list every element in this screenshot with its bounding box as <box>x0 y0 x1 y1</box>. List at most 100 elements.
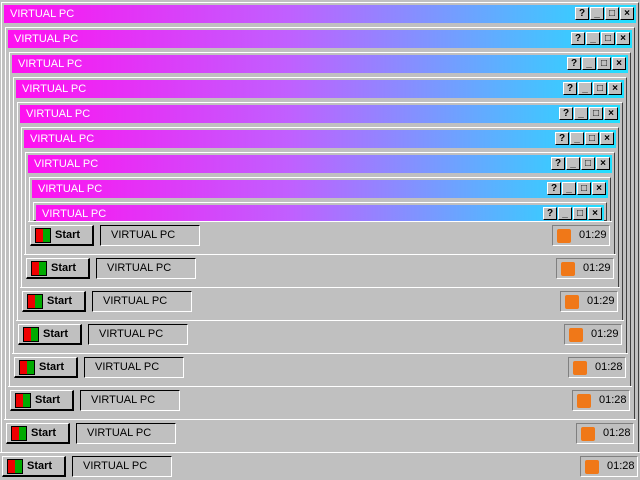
task-button[interactable]: VIRTUAL PC <box>80 390 180 411</box>
title-bar: VIRTUAL PC? _ □ × <box>28 155 612 173</box>
minimize-button[interactable]: _ <box>558 207 572 220</box>
close-button[interactable]: × <box>596 157 610 170</box>
start-button[interactable]: Start <box>14 357 78 378</box>
window-buttons: ? _ □ × <box>551 157 610 170</box>
start-button[interactable]: Start <box>6 423 70 444</box>
title-bar: VIRTUAL PC? _ □ × <box>36 205 604 223</box>
system-tray-text: 01:28 <box>607 460 635 472</box>
task-button-text: VIRTUAL PC <box>103 295 168 307</box>
start-logo <box>11 426 27 441</box>
minimize-button[interactable]: _ <box>566 157 580 170</box>
start-logo <box>19 360 35 375</box>
title-bar-text: VIRTUAL PC <box>34 158 99 170</box>
maximize-button[interactable]: □ <box>605 7 619 20</box>
start-button[interactable]: Start <box>10 390 74 411</box>
maximize-button[interactable]: □ <box>593 82 607 95</box>
title-bar: VIRTUAL PC? _ □ × <box>16 80 624 98</box>
task-button[interactable]: VIRTUAL PC <box>100 225 200 246</box>
start-button[interactable]: Start <box>18 324 82 345</box>
title-bar-text: VIRTUAL PC <box>18 58 83 70</box>
title-bar: VIRTUAL PC? _ □ × <box>20 105 620 123</box>
window-buttons: ? _ □ × <box>543 207 602 220</box>
close-button[interactable]: × <box>588 207 602 220</box>
close-button[interactable]: × <box>612 57 626 70</box>
help-button[interactable]: ? <box>555 132 569 145</box>
minimize-button[interactable]: _ <box>586 32 600 45</box>
start-button[interactable]: Start <box>22 291 86 312</box>
task-button-text: VIRTUAL PC <box>111 229 176 241</box>
task-button-text: VIRTUAL PC <box>107 262 172 274</box>
close-button[interactable]: × <box>620 7 634 20</box>
minimize-button[interactable]: _ <box>562 182 576 195</box>
task-button[interactable]: VIRTUAL PC <box>92 291 192 312</box>
close-button[interactable]: × <box>616 32 630 45</box>
title-bar: VIRTUAL PC? _ □ × <box>8 30 632 48</box>
maximize-button[interactable]: □ <box>589 107 603 120</box>
title-bar: VIRTUAL PC? _ □ × <box>24 130 616 148</box>
help-button[interactable]: ? <box>547 182 561 195</box>
help-button[interactable]: ? <box>559 107 573 120</box>
close-button[interactable]: × <box>600 132 614 145</box>
tray-icon <box>557 229 571 243</box>
help-button[interactable]: ? <box>543 207 557 220</box>
task-button-text: VIRTUAL PC <box>99 328 164 340</box>
maximize-button[interactable]: □ <box>601 32 615 45</box>
window-buttons: ? _ □ × <box>559 107 618 120</box>
title-bar: VIRTUAL PC? _ □ × <box>12 55 628 73</box>
close-button[interactable]: × <box>608 82 622 95</box>
task-button[interactable]: VIRTUAL PC <box>72 456 172 477</box>
start-button[interactable]: Start <box>26 258 90 279</box>
taskbar: Start VIRTUAL PC 01:29 <box>20 287 620 315</box>
tray-icon <box>573 361 587 375</box>
maximize-button[interactable]: □ <box>577 182 591 195</box>
maximize-button[interactable]: □ <box>597 57 611 70</box>
system-tray-text: 01:29 <box>591 328 619 340</box>
taskbar: Start VIRTUAL PC 01:29 <box>28 221 612 249</box>
task-button[interactable]: VIRTUAL PC <box>88 324 188 345</box>
minimize-button[interactable]: _ <box>574 107 588 120</box>
start-logo <box>27 294 43 309</box>
start-button[interactable]: Start <box>30 225 94 246</box>
tray-icon <box>585 460 599 474</box>
system-tray: 01:29 <box>552 225 610 246</box>
window-buttons: ? _ □ × <box>547 182 606 195</box>
help-button[interactable]: ? <box>563 82 577 95</box>
help-button[interactable]: ? <box>575 7 589 20</box>
minimize-button[interactable]: _ <box>578 82 592 95</box>
start-button[interactable]: Start <box>2 456 66 477</box>
window-buttons: ? _ □ × <box>575 7 634 20</box>
start-logo <box>7 459 23 474</box>
minimize-button[interactable]: _ <box>590 7 604 20</box>
title-bar-text: VIRTUAL PC <box>10 8 75 20</box>
task-button[interactable]: VIRTUAL PC <box>96 258 196 279</box>
system-tray-text: 01:28 <box>603 427 631 439</box>
tray-icon <box>577 394 591 408</box>
tray-icon <box>561 262 575 276</box>
system-tray: 01:28 <box>580 456 638 477</box>
title-bar-text: VIRTUAL PC <box>42 208 107 220</box>
close-button[interactable]: × <box>604 107 618 120</box>
maximize-button[interactable]: □ <box>573 207 587 220</box>
window-buttons: ? _ □ × <box>555 132 614 145</box>
task-button[interactable]: VIRTUAL PC <box>84 357 184 378</box>
minimize-button[interactable]: _ <box>582 57 596 70</box>
minimize-button[interactable]: _ <box>570 132 584 145</box>
system-tray-text: 01:28 <box>599 394 627 406</box>
start-logo <box>31 261 47 276</box>
task-button[interactable]: VIRTUAL PC <box>76 423 176 444</box>
start-button-text: Start <box>27 460 53 472</box>
title-bar: VIRTUAL PC? _ □ × <box>32 180 608 198</box>
title-bar-text: VIRTUAL PC <box>38 183 103 195</box>
help-button[interactable]: ? <box>551 157 565 170</box>
title-bar-text: VIRTUAL PC <box>30 133 95 145</box>
close-button[interactable]: × <box>592 182 606 195</box>
start-button-text: Start <box>31 427 57 439</box>
help-button[interactable]: ? <box>571 32 585 45</box>
title-bar-text: VIRTUAL PC <box>14 33 79 45</box>
maximize-button[interactable]: □ <box>585 132 599 145</box>
maximize-button[interactable]: □ <box>581 157 595 170</box>
start-button-text: Start <box>43 328 69 340</box>
taskbar: Start VIRTUAL PC 01:28 <box>0 452 640 480</box>
help-button[interactable]: ? <box>567 57 581 70</box>
